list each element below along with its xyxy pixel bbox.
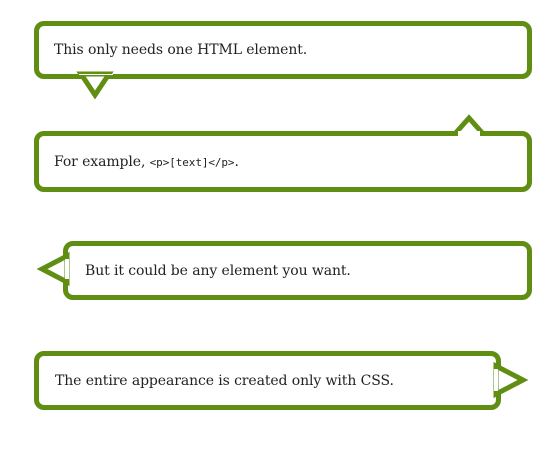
bubble-tail-right-icon — [493, 361, 529, 399]
bubble-tail-left-icon — [36, 251, 70, 287]
bubble-text: But it could be any element you want. — [85, 262, 351, 279]
code-snippet: <p>[text]</p> — [149, 155, 235, 169]
speech-bubble-2: For example, <p>[text]</p>. — [34, 131, 532, 192]
bubble-text: This only needs one HTML element. — [54, 42, 308, 58]
speech-bubble-3: But it could be any element you want. — [63, 241, 532, 300]
bubble-prefix: For example, — [54, 153, 150, 170]
speech-bubble-4: The entire appearance is created only wi… — [34, 351, 501, 410]
bubble-text: The entire appearance is created only wi… — [55, 372, 394, 389]
bubble-tail-down-icon — [76, 71, 114, 100]
bubble-text: For example, <p>[text]</p>. — [54, 154, 239, 170]
tail-join — [458, 131, 480, 136]
bubble-suffix: . — [234, 153, 239, 170]
speech-bubble-1: This only needs one HTML element. — [34, 21, 532, 79]
